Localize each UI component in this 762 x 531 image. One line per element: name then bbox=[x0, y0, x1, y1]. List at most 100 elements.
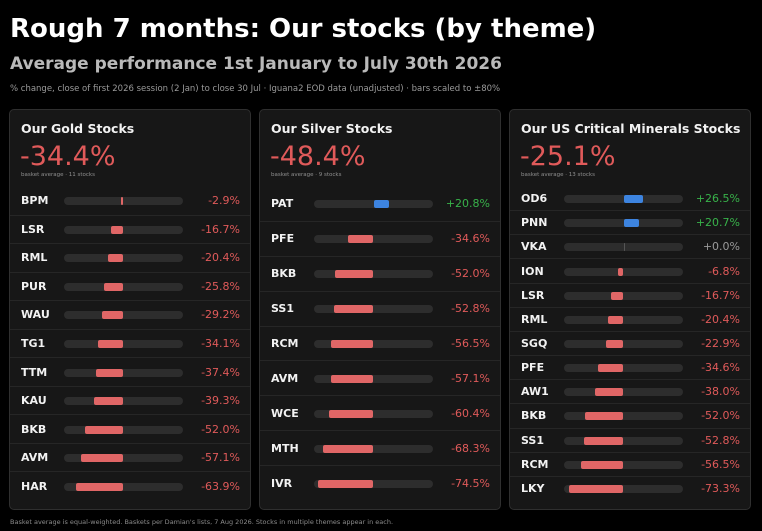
bar-track bbox=[314, 479, 433, 488]
stock-row: WCE -60.4% bbox=[260, 396, 500, 432]
stock-row: RML -20.4% bbox=[510, 308, 750, 332]
stock-row: TG1 -34.1% bbox=[10, 330, 250, 359]
stock-row: LSR -16.7% bbox=[510, 284, 750, 308]
stock-change-value: -52.0% bbox=[201, 422, 240, 436]
stock-row: AW1 -38.0% bbox=[510, 380, 750, 405]
basket-average-value: -48.4% bbox=[270, 141, 366, 172]
stock-ticker: AW1 bbox=[521, 385, 549, 399]
panel-title: Our Gold Stocks bbox=[21, 121, 135, 136]
stock-change-value: -34.6% bbox=[451, 232, 490, 246]
stock-row: TTM -37.4% bbox=[10, 358, 250, 387]
bar-track bbox=[64, 225, 183, 234]
stock-change-value: -52.0% bbox=[451, 267, 490, 281]
stock-ticker: WAU bbox=[21, 308, 50, 322]
stock-ticker: WCE bbox=[271, 406, 299, 420]
bar-track bbox=[64, 197, 183, 206]
performance-bar bbox=[611, 291, 624, 300]
performance-bar bbox=[98, 339, 124, 348]
stock-change-value: -34.6% bbox=[701, 361, 740, 375]
stock-row: WAU -29.2% bbox=[10, 301, 250, 330]
stock-change-value: +0.0% bbox=[702, 240, 740, 254]
performance-bar bbox=[597, 364, 624, 373]
stock-ticker: BKB bbox=[271, 267, 297, 281]
stock-ticker: BKB bbox=[21, 422, 47, 436]
stock-ticker: BPM bbox=[21, 194, 49, 208]
stock-change-value: +20.8% bbox=[445, 197, 490, 211]
panel-title: Our US Critical Minerals Stocks bbox=[521, 121, 741, 136]
stock-ticker: AVM bbox=[21, 451, 49, 465]
stock-change-value: +26.5% bbox=[695, 192, 740, 206]
stock-change-value: -25.8% bbox=[201, 279, 240, 293]
stock-ticker: MTH bbox=[271, 441, 299, 455]
bar-track bbox=[314, 200, 433, 209]
basket-average-note: basket average · 11 stocks bbox=[21, 172, 95, 178]
bar-track bbox=[314, 235, 433, 244]
stock-change-value: -22.9% bbox=[701, 336, 740, 350]
stock-row: SS1 -52.8% bbox=[510, 429, 750, 453]
stock-change-value: -37.4% bbox=[201, 365, 240, 379]
stock-change-value: -73.3% bbox=[701, 481, 740, 495]
stock-ticker: RCM bbox=[521, 457, 549, 471]
bar-track bbox=[564, 412, 683, 421]
stock-row: OD6 +26.5% bbox=[510, 187, 750, 212]
bar-track bbox=[564, 484, 683, 493]
performance-bar bbox=[328, 409, 374, 418]
stock-row: RCM -56.5% bbox=[260, 327, 500, 362]
performance-bar bbox=[331, 339, 374, 348]
stock-ticker: TTM bbox=[21, 365, 48, 379]
stock-change-value: -56.5% bbox=[701, 457, 740, 471]
bar-track bbox=[564, 219, 683, 228]
stock-row: SGQ -22.9% bbox=[510, 332, 750, 357]
stock-ticker: PAT bbox=[271, 197, 294, 211]
performance-bar bbox=[618, 267, 624, 276]
performance-bar bbox=[322, 444, 374, 453]
stock-list: OD6 +26.5% PNN +20.7% VKA +0.0% ION -6.8% LSR -16… bbox=[510, 187, 750, 501]
bar-track bbox=[564, 243, 683, 252]
bar-track bbox=[314, 270, 433, 279]
performance-bar bbox=[347, 235, 374, 244]
stock-change-value: -2.9% bbox=[208, 194, 240, 208]
stock-ticker: SGQ bbox=[521, 336, 548, 350]
bar-track bbox=[64, 311, 183, 320]
stock-change-value: -52.0% bbox=[701, 409, 740, 423]
stock-ticker: KAU bbox=[21, 394, 47, 408]
performance-bar bbox=[75, 482, 124, 491]
stock-change-value: -34.1% bbox=[201, 336, 240, 350]
bar-track bbox=[564, 267, 683, 276]
stock-change-value: -74.5% bbox=[451, 476, 490, 490]
stock-row: IVR -74.5% bbox=[260, 466, 500, 501]
stock-row: BKB -52.0% bbox=[510, 404, 750, 429]
stock-row: KAU -39.3% bbox=[10, 387, 250, 416]
stock-row: BKB -52.0% bbox=[260, 257, 500, 292]
performance-bar bbox=[373, 200, 389, 209]
stock-row: RML -20.4% bbox=[10, 244, 250, 273]
bar-track bbox=[314, 444, 433, 453]
bar-track bbox=[564, 195, 683, 204]
page-caption: % change, close of first 2026 session (2… bbox=[10, 84, 501, 94]
stock-row: HAR -63.9% bbox=[10, 472, 250, 501]
bar-track bbox=[64, 482, 183, 491]
stock-change-value: -56.5% bbox=[451, 336, 490, 350]
performance-bar bbox=[623, 243, 625, 252]
stock-row: PFE -34.6% bbox=[260, 222, 500, 257]
stock-row: LKY -73.3% bbox=[510, 477, 750, 501]
stock-ticker: OD6 bbox=[521, 192, 548, 206]
stock-row: SS1 -52.8% bbox=[260, 292, 500, 327]
stock-ticker: PUR bbox=[21, 279, 47, 293]
stock-change-value: -68.3% bbox=[451, 441, 490, 455]
basket-average-note: basket average · 13 stocks bbox=[521, 172, 595, 178]
stock-change-value: +20.7% bbox=[695, 216, 740, 230]
page-title: Rough 7 months: Our stocks (by theme) bbox=[10, 14, 597, 44]
performance-bar bbox=[584, 412, 624, 421]
basket-average-value: -34.4% bbox=[20, 141, 116, 172]
page-subtitle: Average performance 1st January to July … bbox=[10, 54, 502, 74]
stock-change-value: -29.2% bbox=[201, 308, 240, 322]
stock-row: PUR -25.8% bbox=[10, 273, 250, 302]
stock-change-value: -38.0% bbox=[701, 385, 740, 399]
stock-ticker: VKA bbox=[521, 240, 547, 254]
stock-change-value: -39.3% bbox=[201, 394, 240, 408]
stock-change-value: -6.8% bbox=[708, 264, 740, 278]
performance-bar bbox=[608, 315, 624, 324]
performance-bar bbox=[623, 219, 639, 228]
stock-ticker: LKY bbox=[521, 481, 545, 495]
